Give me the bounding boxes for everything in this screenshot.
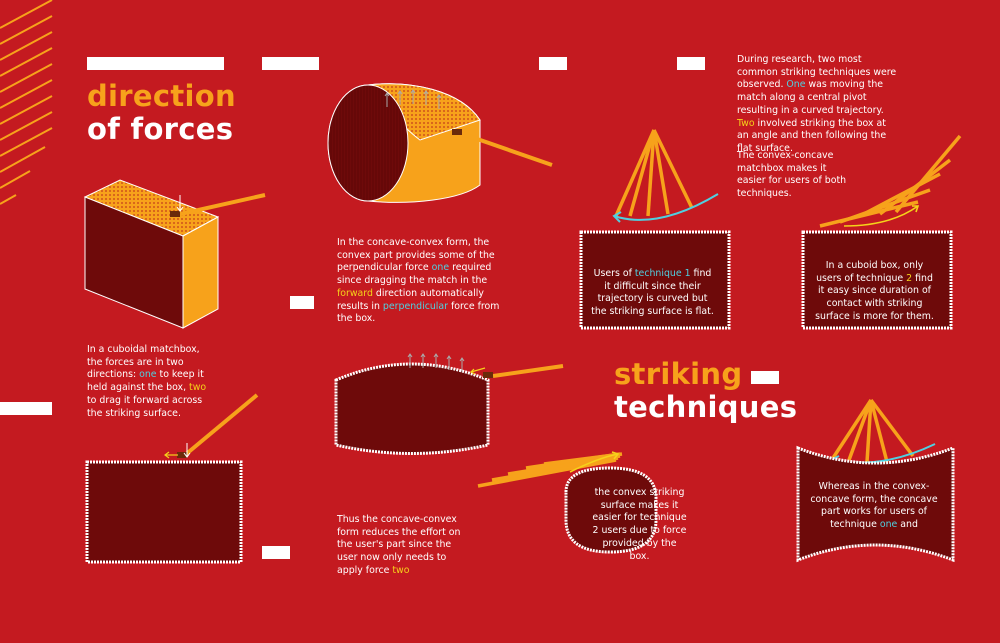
convex-box-text: the convex striking surface makes it eas…: [592, 487, 687, 562]
text-segment: two: [392, 564, 410, 576]
technique1-illustration: [579, 129, 731, 330]
text-segment: one: [879, 519, 898, 531]
text-segment: involved striking the box at an angle an…: [737, 117, 887, 154]
text-segment: During research, two most common strikin…: [737, 54, 897, 91]
convex-box-illustration: [477, 451, 658, 554]
text-segment: was moving the match along a central piv…: [737, 79, 884, 116]
flat-box-illustration: [85, 393, 259, 564]
text-segment: direction automatically results in: [337, 287, 484, 312]
white-bar: [87, 57, 224, 70]
white-bar: [677, 57, 705, 70]
concave-convex-paragraph: In the concave-convex form, the convex p…: [337, 237, 509, 326]
text-segment: One: [786, 79, 806, 91]
white-bar: [0, 402, 52, 415]
convex-concave-paragraph: The convex-concave matchbox makes it eas…: [737, 150, 847, 200]
text-segment: required since dragging the match in the: [337, 262, 492, 287]
cuboid-box-illustration: [83, 179, 266, 329]
technique2-box-text: In a cuboid box, only users of technique…: [812, 260, 937, 324]
heading-line: techniques: [614, 390, 798, 424]
heading-direction-of-forces: direction of forces: [87, 80, 236, 146]
text-segment: In a cuboid box, only users of technique: [816, 260, 924, 284]
text-segment: to drag it forward across the striking s…: [87, 394, 203, 419]
technique1-box-text: Users of technique 1 find it difficult s…: [590, 268, 715, 319]
concave-box-text: Whereas in the convex-concave form, the …: [810, 481, 938, 532]
white-bar: [751, 371, 779, 384]
text-segment: find it easy since duration of contact w…: [815, 272, 934, 322]
text-segment: 2: [906, 272, 913, 284]
white-bar: [290, 296, 314, 309]
cuboidal-paragraph: In a cuboidal matchbox, the forces are i…: [87, 344, 212, 420]
text-segment: Thus the concave-convex form reduces the…: [337, 514, 461, 576]
text-segment: force from the box.: [337, 300, 500, 325]
technique2-illustration: [801, 134, 962, 330]
text-segment: Users of: [593, 268, 635, 279]
text-segment: technique 1: [634, 268, 691, 279]
thus-paragraph: Thus the concave-convex form reduces the…: [337, 514, 469, 578]
lens-box-illustration: [327, 83, 553, 203]
text-segment: one: [431, 262, 450, 274]
heading-line: striking: [614, 357, 743, 391]
text-segment: forward: [337, 287, 373, 299]
text-segment: two: [189, 382, 207, 394]
text-segment: and: [897, 519, 918, 531]
text-segment: find it difficult since their trajectory…: [591, 268, 714, 318]
heading-line: of forces: [87, 112, 234, 146]
concave-box-illustration: [796, 398, 955, 563]
text-segment: to keep it held against the box,: [87, 369, 204, 394]
concave-convex-box: [334, 353, 564, 455]
heading-striking-techniques: striking techniques: [614, 358, 797, 424]
decorative-stripes: [0, 0, 53, 205]
white-bar: [539, 57, 567, 70]
text-segment: perpendicular: [382, 300, 449, 312]
research-paragraph: During research, two most common strikin…: [737, 54, 897, 156]
white-bar: [262, 546, 290, 559]
heading-line: direction: [87, 79, 236, 113]
text-segment: Two: [737, 117, 755, 129]
white-bar: [262, 57, 319, 70]
text-segment: In the concave-convex form, the convex p…: [337, 237, 495, 274]
text-segment: Whereas in the convex-concave form, the …: [810, 481, 938, 531]
text-segment: one: [139, 369, 157, 381]
text-segment: In a cuboidal matchbox, the forces are i…: [87, 344, 200, 381]
